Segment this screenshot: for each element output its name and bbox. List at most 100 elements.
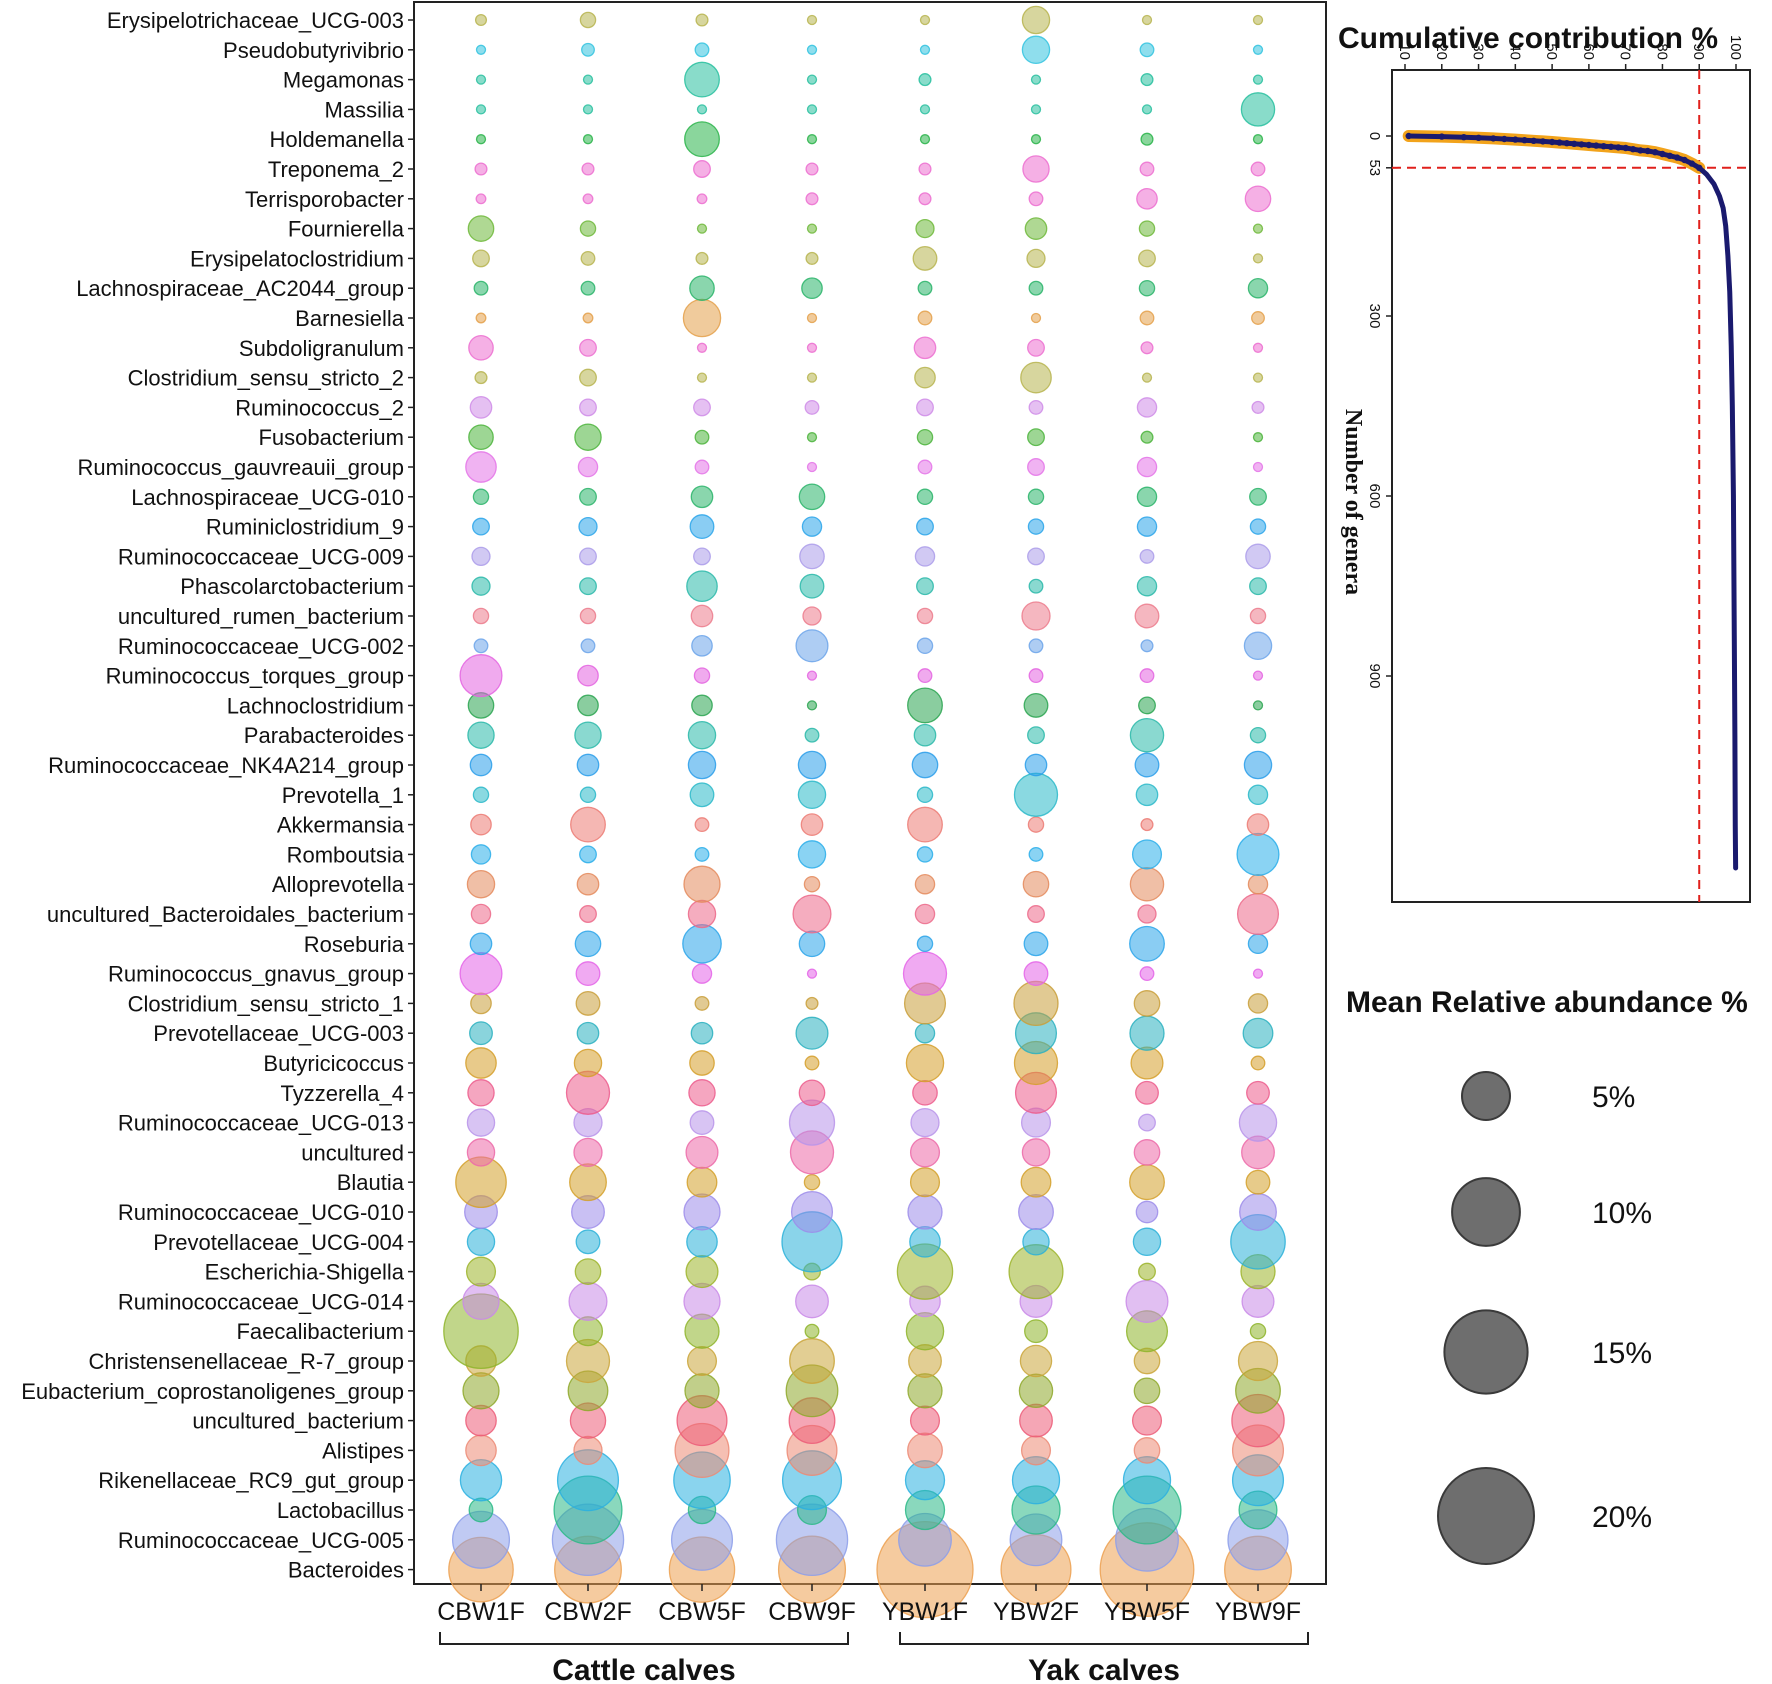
bubble-Alloprevotella-YBW2F: [1022, 870, 1050, 898]
bubble-Alloprevotella-YBW9F: [1247, 873, 1269, 895]
bubble-Erysipelatoclostridium-CBW2F: [580, 250, 596, 266]
bubble-Ruminococcaceae_UCG-009-CBW2F: [579, 547, 597, 566]
bubble-Erysipelatoclostridium-YBW2F: [1026, 248, 1046, 269]
bubble-Roseburia-YBW1F: [916, 935, 934, 953]
bubble-Eubacterium_coprostanoligenes_group-YBW2F: [1018, 1373, 1054, 1409]
bubble-Phascolarctobacterium-CBW1F: [471, 576, 491, 596]
bubble-Ruminococcaceae_UCG-002-YBW5F: [1140, 639, 1154, 653]
cumulative-y-tick-label: 300: [1366, 303, 1383, 328]
bubble-Christensenellaceae_R-7_group-CBW9F: [789, 1338, 835, 1384]
bubble-Prevotellaceae_UCG-003-CBW1F: [469, 1021, 493, 1046]
bubble-Subdoligranulum-YBW5F: [1140, 341, 1154, 355]
bubble-Faecalibacterium-YBW2F: [1024, 1319, 1048, 1344]
bubble-Pseudobutyrivibrio-YBW2F: [1021, 35, 1051, 65]
bubble-Ruminococcaceae_UCG-013-YBW1F: [910, 1107, 940, 1138]
genus-label: Butyricicoccus: [263, 1051, 404, 1076]
bubble-Ruminococcaceae_UCG-009-YBW5F: [1139, 548, 1155, 564]
bubble-uncultured_rumen_bacterium-CBW1F: [472, 607, 490, 625]
legend-label: 10%: [1592, 1197, 1652, 1230]
bubble-Lachnospiraceae_UCG-010-CBW5F: [690, 485, 714, 509]
bubble-Ruminococcus_2-CBW1F: [469, 396, 493, 419]
bubble-uncultured_Bacteroidales_bacterium-YBW9F: [1236, 892, 1280, 936]
bubble-Clostridium_sensu_stricto_1-YBW5F: [1133, 990, 1161, 1017]
bubble-uncultured_rumen_bacterium-CBW9F: [802, 606, 822, 626]
bubble-Ruminococcus_gnavus_group-CBW5F: [691, 963, 713, 984]
bubble-Terrisporobacter-CBW1F: [475, 193, 487, 205]
bubble-Megamonas-YBW1F: [918, 73, 932, 87]
bubble-Clostridium_sensu_stricto_2-CBW1F: [474, 371, 488, 385]
legend-bubble: [1443, 1309, 1529, 1395]
bubble-Barnesiella-YBW1F: [917, 310, 933, 326]
bubble-Pseudobutyrivibrio-CBW2F: [581, 42, 595, 57]
cumulative-point: [1501, 135, 1508, 143]
bubble-Lachnospiraceae_UCG-010-CBW2F: [579, 487, 597, 506]
bubble-Romboutsia-YBW2F: [1028, 846, 1044, 862]
bubble-Lactobacillus-CBW1F: [468, 1497, 494, 1523]
bubble-Lachnospiraceae_AC2044_group-CBW5F: [689, 275, 715, 302]
bubble-Christensenellaceae_R-7_group-YBW9F: [1237, 1340, 1279, 1382]
bubble-Ruminococcus_gnavus_group-CBW2F: [575, 961, 601, 987]
cumulative-x-ticks: 10 20 30 40 50 60 70 80 90 100: [1396, 35, 1744, 70]
bubble-Lachnospiraceae_UCG-010-YBW2F: [1027, 488, 1045, 506]
genus-label: Alistipes: [322, 1438, 404, 1463]
genus-label: Ruminococcus_torques_group: [106, 664, 404, 689]
bubble-Fusobacterium-YBW2F: [1027, 428, 1045, 447]
bubble-Akkermansia-YBW9F: [1246, 813, 1270, 836]
bubble-Butyricicoccus-YBW9F: [1250, 1055, 1266, 1071]
genus-label: Lactobacillus: [277, 1498, 404, 1523]
bubble-Massilia-YBW9F: [1240, 92, 1276, 127]
bubble-Treponema_2-CBW1F: [474, 162, 488, 176]
bubble-Treponema_2-YBW9F: [1250, 161, 1266, 177]
bubble-Pseudobutyrivibrio-CBW9F: [806, 44, 818, 55]
bubble-Ruminococcus_2-CBW5F: [693, 398, 711, 417]
bubble-Phascolarctobacterium-YBW1F: [916, 577, 934, 596]
bubble-Clostridium_sensu_stricto_1-CBW5F: [694, 995, 710, 1011]
bubble-Ruminococcus_torques_group-YBW9F: [1252, 670, 1264, 681]
bubble-uncultured_Bacteroidales_bacterium-YBW2F: [1027, 905, 1045, 923]
bubble-Ruminococcaceae_UCG-002-YBW2F: [1028, 638, 1044, 654]
bubble-uncultured_rumen_bacterium-YBW9F: [1249, 607, 1267, 625]
bubble-Prevotella_1-CBW2F: [579, 786, 597, 804]
bubble-Ruminococcus_torques_group-YBW5F: [1139, 668, 1155, 684]
legend-bubble: [1461, 1071, 1511, 1121]
cumulative-y-tick-label: 600: [1366, 483, 1383, 508]
bubble-Ruminococcaceae_NK4A214_group-YBW1F: [911, 751, 939, 779]
bubble-Terrisporobacter-CBW5F: [696, 193, 708, 205]
cumulative-x-tick-label: 30: [1470, 43, 1487, 60]
cumulative-point: [1607, 143, 1615, 150]
bubble-Ruminococcaceae_UCG-010-CBW5F: [683, 1193, 721, 1231]
cumulative-point: [1674, 154, 1681, 161]
genus-label: uncultured_bacterium: [192, 1409, 404, 1434]
bubble-Alloprevotella-CBW1F: [466, 869, 496, 899]
bubble-Ruminiclostridium_9-CBW2F: [578, 516, 598, 537]
bubble-Ruminococcus_2-YBW1F: [916, 398, 934, 417]
sample-label: YBW5F: [1104, 1598, 1190, 1626]
genus-label: Erysipelotrichaceae_UCG-003: [107, 8, 404, 33]
bubble-Treponema_2-YBW2F: [1022, 155, 1050, 183]
genus-label: Eubacterium_coprostanoligenes_group: [21, 1379, 404, 1404]
sample-label: YBW2F: [993, 1598, 1079, 1626]
bubble-uncultured-CBW5F: [685, 1135, 719, 1169]
bubble-Ruminococcaceae_UCG-010-CBW9F: [790, 1190, 834, 1234]
bubble-Ruminococcus_2-YBW2F: [1028, 399, 1044, 415]
bubble-Ruminococcaceae_UCG-013-CBW1F: [466, 1108, 496, 1137]
cumulative-series: [1402, 130, 1739, 871]
cumulative-point: [1651, 149, 1659, 156]
bubble-Erysipelatoclostridium-YBW5F: [1138, 249, 1156, 268]
bubble-Ruminococcaceae_UCG-013-CBW5F: [689, 1110, 715, 1136]
bubble-Prevotella_1-CBW9F: [797, 780, 827, 810]
cumulative-x-tick-label: 20: [1433, 43, 1450, 60]
bubble-Christensenellaceae_R-7_group-YBW2F: [1019, 1344, 1053, 1378]
bubble-Blautia-YBW2F: [1020, 1166, 1052, 1198]
bubble-Alloprevotella-YBW5F: [1129, 866, 1165, 902]
bubble-Roseburia-YBW9F: [1247, 933, 1269, 955]
bubble-Lachnospiraceae_UCG-010-YBW5F: [1136, 486, 1158, 508]
genus-label: Ruminococcaceae_NK4A214_group: [48, 753, 404, 778]
bubble-Erysipelotrichaceae_UCG-003-YBW5F: [1141, 14, 1153, 26]
bubble-uncultured-CBW2F: [573, 1137, 603, 1168]
bubble-Clostridium_sensu_stricto_1-CBW1F: [470, 992, 492, 1015]
bubble-Ruminococcus_2-CBW9F: [804, 399, 820, 415]
bubble-Ruminococcaceae_UCG-010-YBW5F: [1135, 1200, 1159, 1224]
group-label: Yak calves: [1028, 1654, 1180, 1684]
bubble-Blautia-YBW9F: [1245, 1169, 1271, 1195]
